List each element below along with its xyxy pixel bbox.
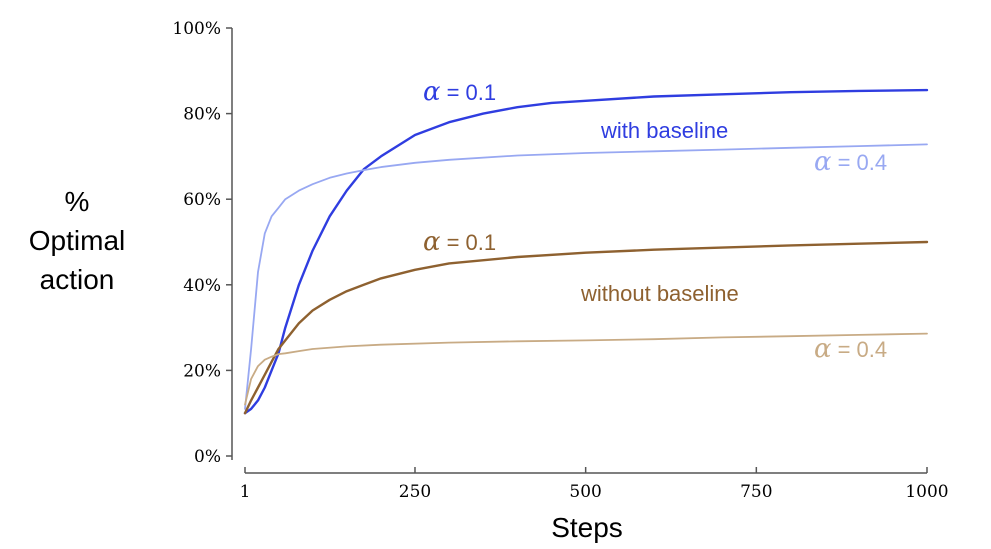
annotation-blue-alpha-0-4: α = 0.4: [814, 147, 887, 177]
y-axis-title-line-1: %: [65, 186, 90, 217]
y-tick-label: 100%: [172, 19, 221, 39]
x-tick-label: 1: [240, 482, 251, 502]
annotation-blue-alpha-0-1: α = 0.1: [423, 77, 496, 107]
x-tick-label: 1000: [905, 482, 948, 502]
x-axis-title: Steps: [551, 512, 623, 543]
alpha-symbol: α: [423, 77, 441, 107]
alpha-value: = 0.4: [838, 150, 888, 175]
y-tick-label: 40%: [183, 276, 221, 296]
x-tick-label: 750: [740, 482, 772, 502]
y-tick-label: 0%: [194, 447, 221, 467]
series-layer: [243, 88, 929, 415]
y-ticks: 0% 20% 40% 60% 80% 100%: [172, 19, 232, 467]
series-line-with-baseline-alpha-0-4: [244, 143, 928, 410]
y-axis-title-line-3: action: [40, 264, 115, 295]
x-tick-label: 500: [569, 482, 601, 502]
alpha-value: = 0.1: [447, 80, 497, 105]
annotation-with-baseline: with baseline: [600, 118, 728, 143]
y-tick-label: 80%: [183, 105, 221, 125]
alpha-symbol: α: [423, 227, 441, 257]
alpha-value: = 0.4: [838, 337, 888, 362]
y-tick-label: 60%: [183, 190, 221, 210]
annotation-brown-alpha-0-1: α = 0.1: [423, 227, 496, 257]
x-ticks: 1 250 500 750 1000: [240, 467, 949, 502]
alpha-symbol: α: [814, 334, 832, 364]
alpha-value: = 0.1: [447, 230, 497, 255]
x-tick-label: 250: [399, 482, 431, 502]
annotation-brown-alpha-0-4: α = 0.4: [814, 334, 887, 364]
series-line-without-baseline-alpha-0-4: [244, 332, 928, 406]
annotation-without-baseline: without baseline: [580, 281, 739, 306]
alpha-symbol: α: [814, 147, 832, 177]
series-line-with-baseline-alpha-0-1: [243, 88, 929, 415]
series-line-without-baseline-alpha-0-1: [243, 240, 929, 415]
y-tick-label: 20%: [183, 361, 221, 381]
y-axis-title-line-2: Optimal: [29, 225, 125, 256]
